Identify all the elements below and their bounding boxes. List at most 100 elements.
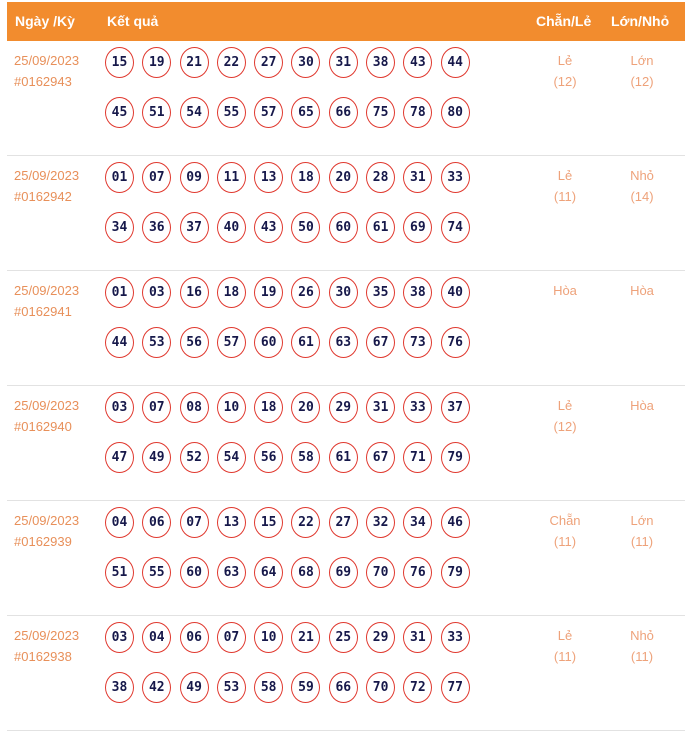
- number-ball: 19: [254, 277, 284, 308]
- number-ball: 07: [179, 507, 209, 538]
- even-odd-count: (12): [553, 419, 577, 434]
- number-ball: 33: [440, 162, 470, 193]
- big-small-count: (14): [630, 189, 654, 204]
- draw-id: #0162943: [14, 74, 72, 89]
- number-ball: 54: [179, 97, 209, 128]
- big-small-label: Hòa: [630, 398, 654, 413]
- number-ball: 03: [105, 392, 134, 423]
- draw-id: #0162942: [14, 189, 72, 204]
- number-ball: 26: [291, 277, 321, 308]
- number-ball: 34: [105, 212, 134, 243]
- number-ball: 66: [328, 672, 358, 703]
- number-ball: 10: [216, 392, 246, 423]
- number-balls: 03 07 08 10 18 20 29 31 33 37 47 49 52 54 56 58 61 67 71 79: [105, 392, 495, 492]
- big-small-label: Lớn: [630, 513, 654, 528]
- even-odd-cell: Lẻ (12): [530, 50, 600, 92]
- number-ball: 18: [254, 392, 284, 423]
- number-ball: 20: [328, 162, 358, 193]
- number-ball: 60: [254, 327, 284, 358]
- number-ball: 06: [142, 507, 172, 538]
- number-ball: 49: [142, 442, 172, 473]
- number-ball: 42: [142, 672, 172, 703]
- draw-row: 25/09/2023 #0162943 15 19 21 22 27 30 31 38 43 44 4…: [7, 41, 685, 156]
- big-small-cell: Lớn (11): [607, 510, 677, 552]
- number-ball: 66: [328, 97, 358, 128]
- number-ball: 29: [328, 392, 358, 423]
- draw-date: 25/09/2023: [14, 53, 80, 68]
- number-ball: 72: [403, 672, 433, 703]
- big-small-label: Hòa: [630, 283, 654, 298]
- number-ball: 40: [440, 277, 470, 308]
- big-small-label: Nhỏ: [630, 168, 654, 183]
- draw-id: #0162939: [14, 534, 72, 549]
- number-ball: 67: [366, 327, 396, 358]
- big-small-label: Lớn: [630, 53, 654, 68]
- even-odd-cell: Lẻ (11): [530, 625, 600, 667]
- number-ball: 46: [440, 507, 470, 538]
- number-ball: 74: [440, 212, 470, 243]
- draw-date-id: 25/09/2023 #0162943: [14, 50, 79, 92]
- header-date: Ngày /Kỳ: [15, 13, 75, 29]
- even-odd-count: (11): [553, 189, 577, 204]
- table-header: Ngày /Kỳ Kết quả Chẵn/Lẻ Lớn/Nhỏ: [7, 2, 685, 41]
- number-ball: 11: [216, 162, 246, 193]
- number-ball: 69: [328, 557, 358, 588]
- draw-date-id: 25/09/2023 #0162942: [14, 165, 79, 207]
- number-ball: 67: [366, 442, 396, 473]
- number-ball: 33: [403, 392, 433, 423]
- draw-date-id: 25/09/2023 #0162940: [14, 395, 79, 437]
- number-ball: 33: [440, 622, 470, 653]
- number-ball: 59: [291, 672, 321, 703]
- even-odd-count: (11): [553, 649, 577, 664]
- number-ball: 56: [254, 442, 284, 473]
- number-balls: 03 04 06 07 10 21 25 29 31 33 38 42 49 53 58 59 66 70 72 77: [105, 622, 495, 722]
- number-ball: 58: [254, 672, 284, 703]
- big-small-label: Nhỏ: [630, 628, 654, 643]
- number-ball: 61: [328, 442, 358, 473]
- number-ball: 28: [366, 162, 396, 193]
- number-ball: 34: [403, 507, 433, 538]
- number-ball: 10: [254, 622, 284, 653]
- number-ball: 70: [366, 672, 396, 703]
- number-ball: 18: [291, 162, 321, 193]
- number-ball: 50: [291, 212, 321, 243]
- number-ball: 61: [366, 212, 396, 243]
- number-ball: 38: [403, 277, 433, 308]
- even-odd-count: (11): [553, 534, 577, 549]
- even-odd-label: Lẻ: [557, 168, 573, 183]
- number-ball: 47: [105, 442, 134, 473]
- number-ball: 43: [403, 47, 433, 78]
- number-ball: 71: [403, 442, 433, 473]
- number-ball: 53: [142, 327, 172, 358]
- number-ball: 49: [179, 672, 209, 703]
- number-ball: 57: [254, 97, 284, 128]
- number-ball: 65: [291, 97, 321, 128]
- even-odd-label: Lẻ: [557, 628, 573, 643]
- number-ball: 45: [105, 97, 134, 128]
- number-ball: 07: [142, 162, 172, 193]
- number-ball: 63: [328, 327, 358, 358]
- number-ball: 68: [291, 557, 321, 588]
- draw-date-id: 25/09/2023 #0162941: [14, 280, 79, 322]
- draw-row: 25/09/2023 #0162942 01 07 09 11 13 18 20 28 31 33 3…: [7, 156, 685, 271]
- even-odd-label: Hòa: [553, 283, 577, 298]
- number-ball: 15: [254, 507, 284, 538]
- even-odd-cell: Lẻ (12): [530, 395, 600, 437]
- number-ball: 04: [105, 507, 134, 538]
- draw-date-id: 25/09/2023 #0162939: [14, 510, 79, 552]
- number-ball: 13: [216, 507, 246, 538]
- even-odd-count: (12): [553, 74, 577, 89]
- number-ball: 01: [105, 277, 134, 308]
- number-ball: 29: [366, 622, 396, 653]
- number-ball: 03: [105, 622, 134, 653]
- number-ball: 37: [440, 392, 470, 423]
- big-small-cell: Hòa: [607, 280, 677, 301]
- number-ball: 37: [179, 212, 209, 243]
- number-ball: 31: [366, 392, 396, 423]
- number-ball: 31: [403, 162, 433, 193]
- draw-date-id: 25/09/2023 #0162938: [14, 625, 79, 667]
- number-ball: 56: [179, 327, 209, 358]
- number-ball: 80: [440, 97, 470, 128]
- big-small-cell: Nhỏ (11): [607, 625, 677, 667]
- number-ball: 55: [142, 557, 172, 588]
